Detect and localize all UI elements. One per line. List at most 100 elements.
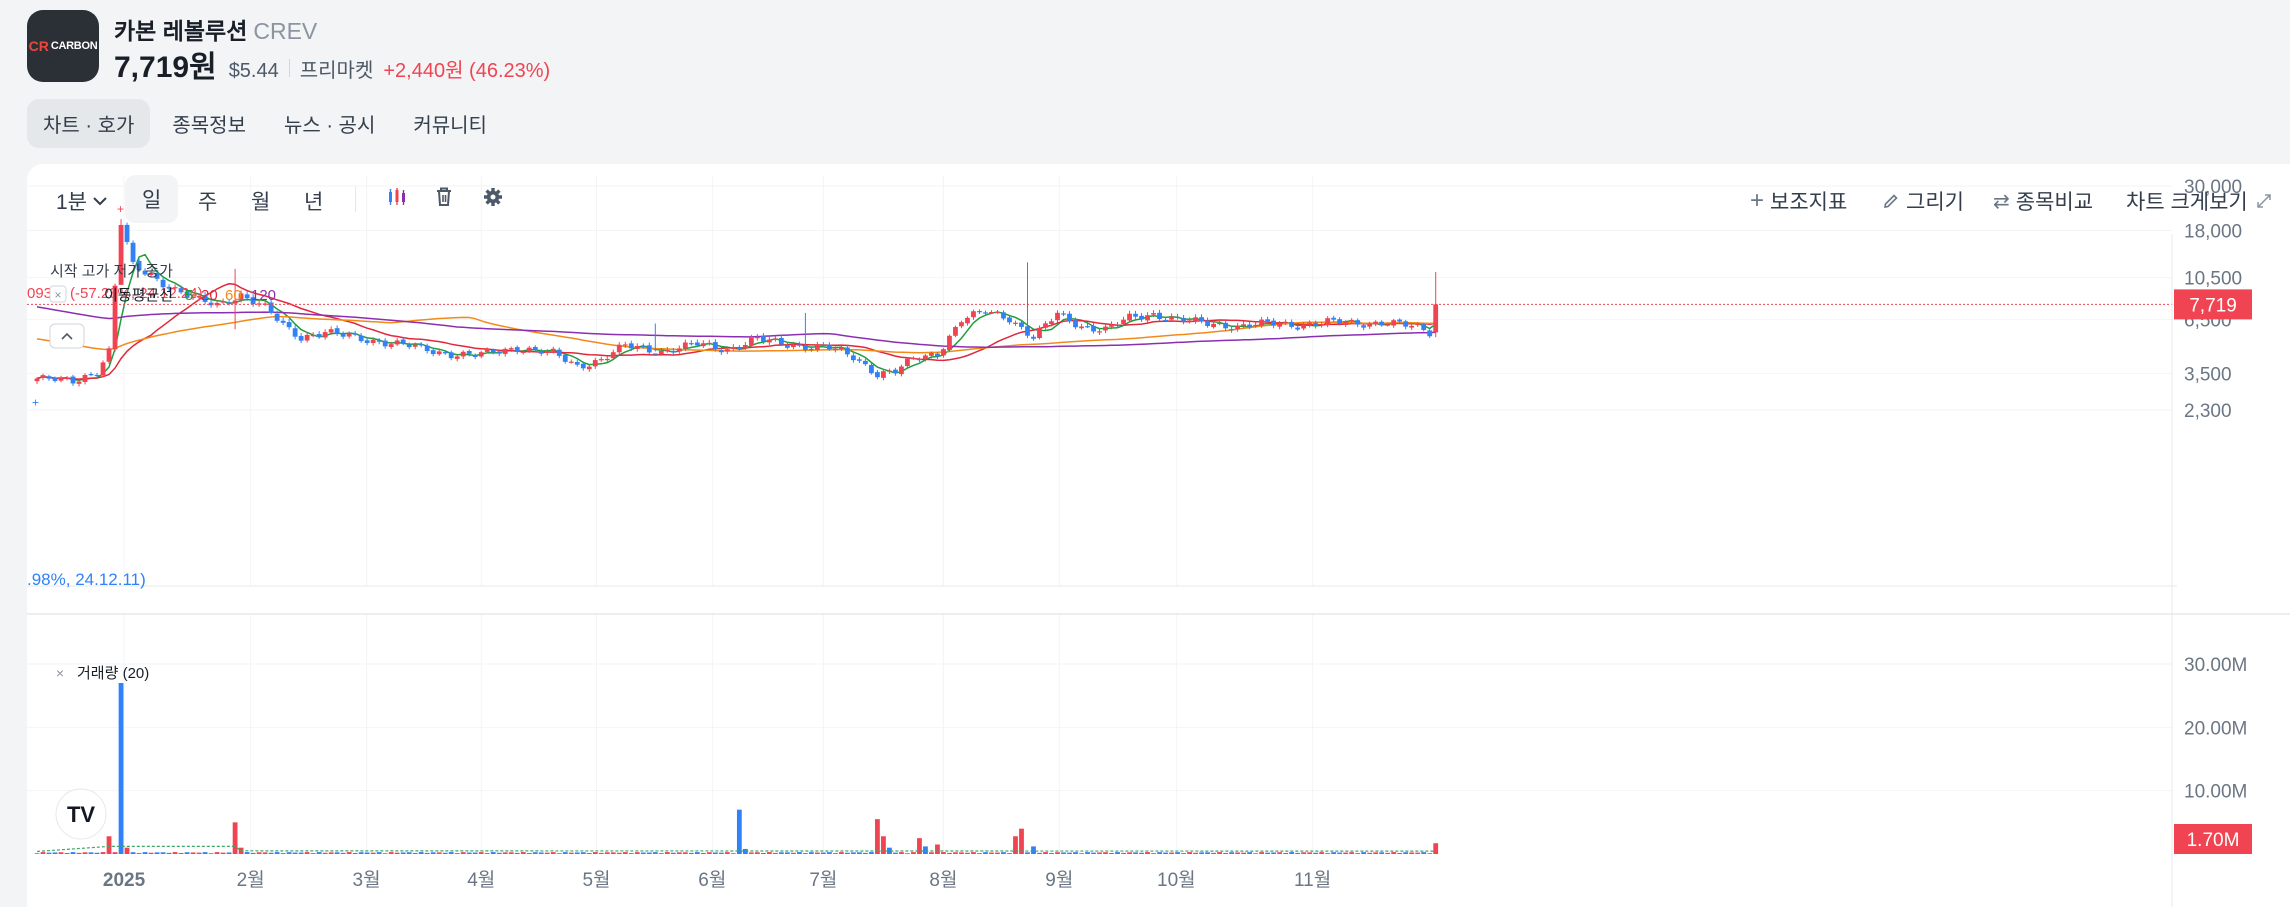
candle (550, 348, 556, 351)
x-tick-label: 4월 (467, 869, 495, 891)
volume-bar (929, 852, 934, 854)
candle (826, 344, 832, 350)
volume-bar (1247, 852, 1253, 854)
candle (935, 353, 940, 357)
volume-bar (52, 852, 58, 854)
volume-bar (604, 852, 610, 854)
volume-bar (1043, 852, 1048, 854)
max-marker: + (117, 202, 124, 216)
candle (124, 224, 130, 242)
volume-bar (730, 853, 736, 854)
volume-bar (1283, 852, 1289, 854)
y-tick-label: 2,300 (2184, 401, 2232, 422)
volume-bar (496, 852, 502, 854)
current-price-tag: 7,719 (2189, 295, 2237, 316)
volume-bar (490, 852, 496, 854)
x-tick-label: 8월 (929, 869, 957, 891)
tab-chart[interactable]: 차트 · 호가 (27, 99, 151, 148)
candle (1181, 317, 1186, 322)
gear-icon[interactable] (482, 186, 504, 208)
volume-bar (1223, 853, 1228, 854)
candle (808, 348, 814, 351)
candle (983, 312, 988, 314)
candle (1277, 323, 1283, 327)
candle (454, 356, 460, 359)
volume-bar (1097, 852, 1102, 854)
candle (724, 349, 730, 352)
candle (1037, 327, 1042, 338)
current-volume-tag: 1.70M (2187, 830, 2240, 851)
period-month[interactable]: 월 (251, 191, 271, 214)
candle (706, 342, 712, 345)
candle (1235, 325, 1240, 330)
candle (640, 346, 646, 348)
candle (100, 362, 106, 376)
candle (520, 351, 526, 353)
tradingview-logo[interactable] (55, 788, 107, 840)
candle (286, 322, 292, 328)
trash-icon[interactable] (434, 186, 454, 208)
volume-bar (1313, 852, 1319, 854)
candle (1157, 312, 1162, 319)
candle-type-icon[interactable] (386, 186, 408, 208)
candle (526, 347, 532, 352)
compare-button[interactable]: ⇄ 종목비교 (1993, 186, 2093, 216)
candle (184, 291, 190, 298)
volume-bar (1205, 852, 1210, 854)
draw-button[interactable]: 그리기 (1882, 186, 1964, 216)
indicator-button[interactable]: + 보조지표 (1750, 186, 1847, 216)
candle (478, 352, 484, 357)
volume-close-icon[interactable]: × (56, 665, 64, 681)
volume-bar (893, 852, 898, 854)
candle (610, 352, 616, 359)
volume-bar (1379, 852, 1385, 854)
ohlc-legend: 시작 고가 저가 종가 (50, 263, 173, 280)
volume-bar (130, 852, 136, 854)
ma-close-icon[interactable] (49, 285, 67, 303)
current-price: 7,719원 (114, 51, 217, 84)
fullscreen-button[interactable]: 차트 크게보기 (2126, 186, 2272, 216)
x-tick-label: 7월 (809, 869, 837, 891)
x-tick-label: 3월 (353, 869, 381, 891)
volume-bar (1241, 852, 1247, 854)
candle (1079, 326, 1084, 329)
tab-news[interactable]: 뉴스 · 공시 (283, 115, 376, 137)
candle (274, 313, 280, 321)
candle (1397, 319, 1403, 322)
ma-20-label: 20 (201, 287, 218, 304)
candle (346, 334, 352, 337)
tab-info[interactable]: 종목정보 (172, 115, 246, 137)
candle (857, 359, 862, 361)
volume-bar (184, 852, 190, 854)
period-year[interactable]: 년 (304, 191, 324, 214)
volume-bar (316, 852, 322, 854)
candle (280, 320, 286, 323)
candle (911, 358, 916, 360)
volume-bar (526, 852, 532, 854)
candle (472, 354, 478, 358)
candle (580, 363, 586, 369)
volume-bar (754, 852, 760, 854)
volume-bar (202, 852, 208, 854)
logo-text: CARBON (50, 40, 98, 52)
volume-bar (124, 847, 130, 854)
volume-bar (112, 852, 118, 854)
candle (1007, 317, 1012, 323)
tab-community[interactable]: 커뮤니티 (413, 115, 487, 137)
y-tick-label: 30,000 (2184, 177, 2242, 198)
volume-bar (1385, 852, 1391, 854)
volume-bar (166, 852, 172, 854)
candle (766, 339, 772, 343)
collapse-legend-button[interactable] (49, 323, 85, 349)
candle (1271, 320, 1277, 326)
candle (652, 353, 658, 355)
candle (1067, 313, 1072, 322)
volume-bar (772, 852, 778, 854)
x-tick-label: 11월 (1294, 869, 1331, 891)
ma-60-line (36, 315, 1436, 354)
price-chart[interactable]: 2025 2월 3월 4월 5월 6월 7월 8월 9월 10월 11월30,00018,00010… (27, 164, 2290, 907)
period-day[interactable]: 일 (125, 175, 179, 223)
interval-select[interactable]: 1분 (56, 186, 109, 216)
candle (670, 350, 676, 353)
period-week[interactable]: 주 (198, 191, 218, 214)
